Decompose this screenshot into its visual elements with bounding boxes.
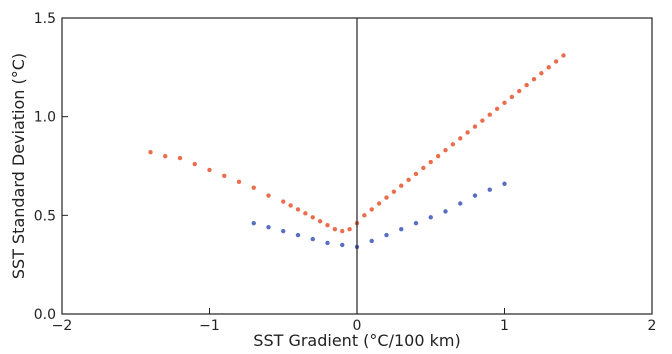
scatter-point-series-1 — [222, 173, 227, 179]
y-ticks: 0.0 0.5 1.0 1.5 — [34, 11, 68, 323]
scatter-point-series-1 — [266, 193, 271, 198]
scatter-point-series-1 — [399, 183, 404, 188]
x-ticks: −2 −1 0 1 2 — [52, 308, 657, 334]
x-tick-label: 1 — [500, 318, 509, 334]
scatter-point-series-1 — [236, 179, 242, 184]
scatter-point-series-1 — [177, 155, 183, 161]
x-tick-label: −2 — [52, 318, 73, 334]
scatter-point-series-1 — [450, 142, 456, 147]
scatter-point-series-1 — [553, 59, 559, 64]
scatter-point-series-1 — [391, 189, 397, 194]
scatter-point-series-2 — [502, 181, 507, 186]
scatter-point-series-1 — [413, 171, 419, 177]
scatter-point-series-1 — [435, 153, 441, 159]
scatter-point-series-1 — [281, 199, 286, 204]
scatter-point-series-1 — [487, 112, 492, 117]
scatter-point-series-2 — [340, 242, 345, 248]
scatter-point-series-1 — [472, 124, 478, 129]
scatter-point-series-1 — [561, 53, 566, 58]
scatter-point-series-1 — [539, 71, 544, 76]
scatter-point-series-1 — [288, 203, 293, 208]
scatter-point-series-1 — [546, 65, 551, 70]
scatter-point-series-2 — [325, 240, 330, 246]
scatter-point-series-2 — [458, 201, 463, 206]
scatter-point-series-1 — [531, 76, 537, 82]
scatter-point-series-1 — [295, 207, 301, 212]
scatter-point-series-1 — [340, 228, 345, 234]
x-tick-label: 2 — [648, 318, 657, 334]
scatter-point-series-1 — [428, 159, 433, 165]
scatter-point-series-2 — [251, 221, 256, 226]
scatter-point-series-1 — [421, 165, 426, 171]
scatter-point-series-2 — [310, 236, 315, 242]
scatter-point-series-1 — [524, 82, 529, 88]
scatter-point-series-1 — [465, 130, 470, 135]
x-tick-label: 0 — [353, 318, 362, 334]
scatter-point-series-1 — [517, 88, 522, 94]
scatter-point-series-2 — [266, 224, 271, 230]
scatter-point-series-2 — [281, 228, 286, 234]
y-tick-label: 0.0 — [34, 307, 56, 323]
scatter-point-series-2 — [295, 232, 301, 238]
scatter-point-series-1 — [347, 226, 352, 232]
scatter-point-series-1 — [369, 207, 374, 212]
scatter-point-series-1 — [303, 211, 308, 216]
scatter-point-series-1 — [310, 215, 315, 220]
scatter-point-series-1 — [163, 153, 168, 159]
scatter-point-series-2 — [413, 221, 419, 226]
scatter-point-series-1 — [502, 100, 507, 106]
scatter-point-series-2 — [384, 232, 389, 238]
scatter-point-series-2 — [399, 226, 404, 232]
scatter-point-series-1 — [406, 177, 411, 183]
scatter-point-series-1 — [494, 106, 500, 111]
y-axis-label: SST Standard Deviation (°C) — [9, 53, 28, 279]
scatter-point-series-1 — [443, 148, 448, 153]
scatter-point-series-2 — [428, 215, 433, 220]
scatter-point-series-2 — [443, 209, 448, 214]
scatter-point-series-1 — [509, 94, 515, 100]
scatter-point-series-1 — [362, 213, 367, 218]
scatter-point-series-2 — [369, 238, 374, 244]
scatter-point-series-1 — [325, 223, 330, 228]
scatter-point-series-1 — [384, 195, 389, 200]
scatter-point-series-1 — [458, 136, 463, 141]
scatter-point-series-1 — [376, 201, 382, 206]
scatter-point-series-1 — [251, 185, 256, 190]
x-tick-label: −1 — [199, 318, 220, 334]
scatter-point-series-1 — [317, 219, 323, 224]
x-axis-label: SST Gradient (°C/100 km) — [253, 331, 460, 350]
y-tick-label: 1.0 — [34, 110, 56, 126]
scatter-point-series-2 — [472, 193, 478, 198]
scatter-point-series-1 — [207, 167, 212, 173]
scatter-point-series-1 — [332, 226, 338, 232]
data-points — [148, 53, 566, 250]
scatter-point-series-1 — [480, 118, 485, 123]
y-tick-label: 1.5 — [34, 11, 56, 27]
scatter-point-series-1 — [192, 161, 197, 167]
scatter-point-series-1 — [148, 149, 153, 155]
scatter-point-series-2 — [487, 187, 492, 192]
y-tick-label: 0.5 — [34, 208, 56, 224]
